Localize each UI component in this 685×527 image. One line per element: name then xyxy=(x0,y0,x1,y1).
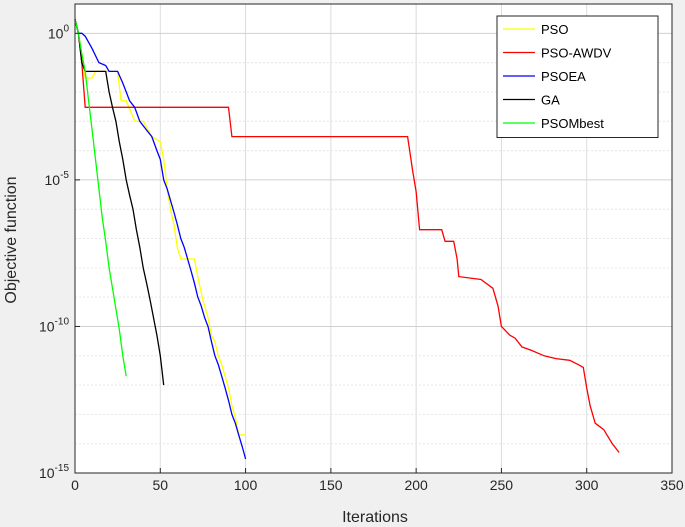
y-tick-label: 10-5 xyxy=(45,170,70,188)
y-tick-base: 10 xyxy=(39,465,55,481)
x-tick-label: 50 xyxy=(152,477,168,493)
x-axis-ticks: 0 50 100 150 200 250 300 350 xyxy=(71,468,684,493)
y-tick-label: 10-10 xyxy=(39,316,69,334)
series-line-psombest xyxy=(74,19,127,377)
y-tick-base: 10 xyxy=(39,318,55,334)
y-tick-label: 100 xyxy=(48,23,70,41)
legend: PSO PSO-AWDV PSOEA GA PSOMbest xyxy=(496,15,659,138)
y-axis-label: Objective function xyxy=(3,176,20,303)
x-tick-label: 0 xyxy=(71,477,79,493)
x-tick-label: 150 xyxy=(319,477,343,493)
x-axis-label: Iterations xyxy=(342,509,408,526)
legend-label: PSOMbest xyxy=(541,116,604,131)
series-line-psoea xyxy=(74,19,247,460)
y-tick-base: 10 xyxy=(48,25,64,41)
y-tick-label: 10-15 xyxy=(39,463,69,481)
x-tick-label: 350 xyxy=(660,477,684,493)
plot-frame xyxy=(74,3,673,474)
series-line-pso-awdv xyxy=(74,19,620,453)
legend-label: GA xyxy=(541,93,560,108)
x-tick-label: 200 xyxy=(404,477,428,493)
series-line-ga xyxy=(74,19,165,386)
x-tick-label: 300 xyxy=(575,477,599,493)
legend-label: PSOEA xyxy=(541,69,586,84)
legend-box xyxy=(496,15,659,138)
y-tick-base: 10 xyxy=(45,172,61,188)
x-tick-label: 100 xyxy=(234,477,258,493)
y-tick-exponent: 0 xyxy=(63,23,69,34)
y-tick-exponent: -15 xyxy=(55,463,70,474)
y-tick-exponent: -10 xyxy=(55,316,70,327)
x-tick-label: 250 xyxy=(490,477,514,493)
legend-label: PSO xyxy=(541,22,568,37)
series-layer xyxy=(74,19,620,460)
y-tick-exponent: -5 xyxy=(60,170,69,181)
legend-label: PSO-AWDV xyxy=(541,46,612,61)
